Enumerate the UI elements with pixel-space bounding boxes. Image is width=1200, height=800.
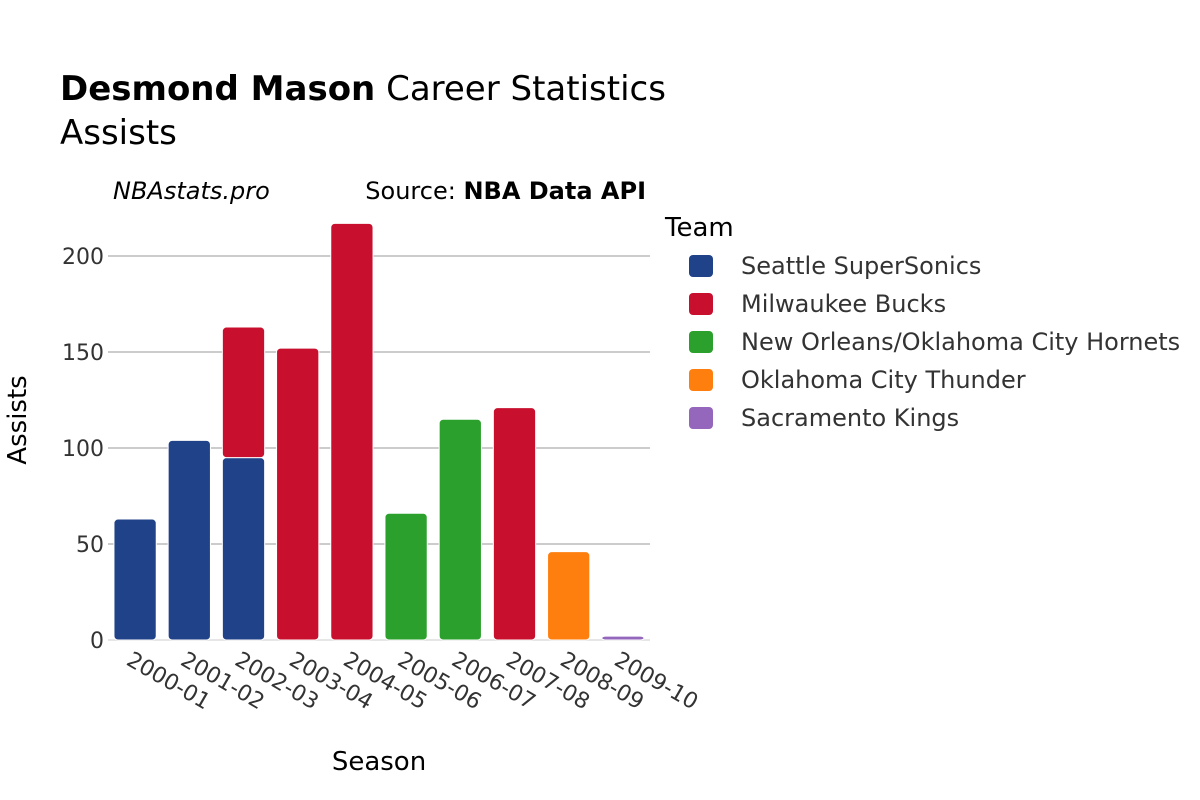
y-axis-title: Assists — [3, 375, 33, 464]
bar — [438, 418, 482, 641]
bar — [384, 512, 428, 641]
watermark: NBAstats.pro — [113, 177, 270, 205]
legend-label: New Orleans/Oklahoma City Hornets — [741, 328, 1180, 356]
bar — [221, 457, 266, 641]
bar — [547, 551, 591, 641]
x-tick-labels: 2000-012001-022002-032003-042004-052005-… — [122, 648, 702, 716]
legend: Seattle SuperSonics Milwaukee Bucks New Or… — [689, 252, 1180, 432]
bar — [330, 222, 374, 641]
y-tick-label: 0 — [90, 629, 104, 654]
y-tick-labels: 0 50 100 150 200 — [62, 245, 104, 654]
legend-swatch — [689, 255, 713, 277]
y-tick-label: 150 — [62, 341, 104, 366]
y-tick-label: 200 — [62, 245, 104, 270]
chart-subtitle: Assists — [60, 113, 177, 153]
legend-swatch — [689, 293, 713, 315]
chart-title: Desmond Mason Career Statistics — [60, 69, 666, 109]
legend-label: Sacramento Kings — [741, 404, 959, 432]
legend-title: Team — [664, 213, 734, 243]
legend-label: Milwaukee Bucks — [741, 290, 946, 318]
source-label: Source: NBA Data API — [365, 177, 646, 205]
title-rest: Career Statistics — [375, 69, 666, 109]
x-axis-title: Season — [332, 747, 426, 777]
source-name: NBA Data API — [463, 177, 646, 205]
bar — [167, 439, 211, 641]
bar — [492, 407, 537, 641]
bar — [601, 635, 645, 641]
y-tick-label: 100 — [62, 437, 104, 462]
bar — [276, 347, 320, 641]
legend-swatch — [689, 407, 713, 429]
legend-swatch — [689, 369, 713, 391]
source-prefix: Source: — [365, 177, 463, 205]
legend-swatch — [689, 331, 713, 353]
bars — [113, 222, 645, 641]
bar — [113, 518, 157, 641]
title-player: Desmond Mason — [60, 69, 375, 109]
bar — [221, 326, 266, 459]
legend-label: Seattle SuperSonics — [741, 252, 981, 280]
y-tick-label: 50 — [76, 533, 104, 558]
legend-label: Oklahoma City Thunder — [741, 366, 1026, 394]
